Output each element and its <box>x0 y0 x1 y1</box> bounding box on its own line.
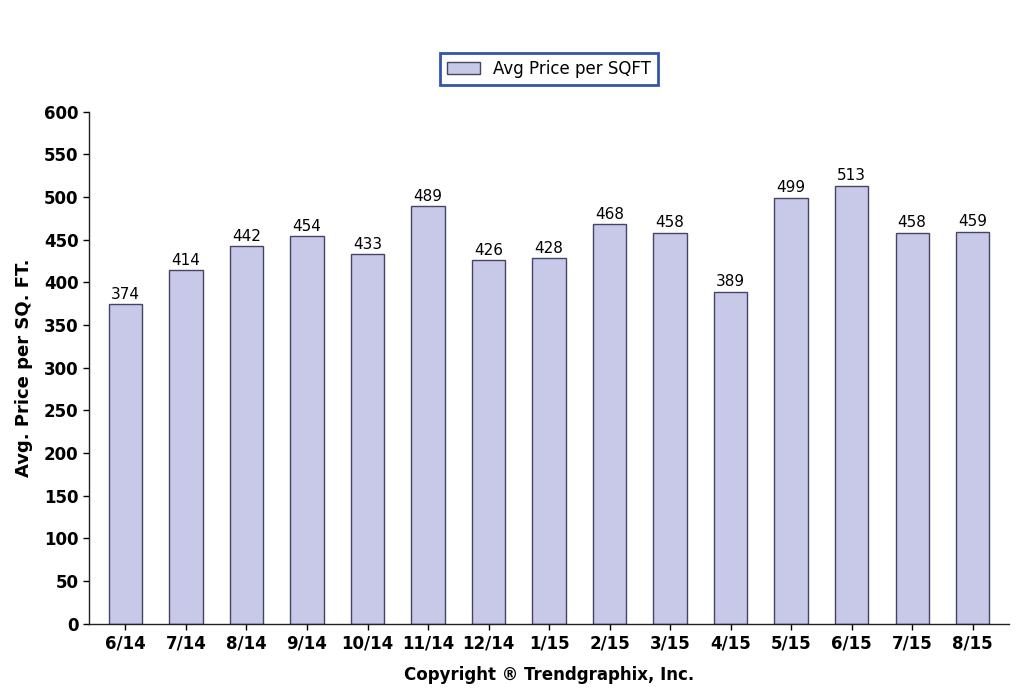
Text: 426: 426 <box>474 243 503 257</box>
Bar <box>412 206 444 624</box>
Y-axis label: Avg. Price per SQ. FT.: Avg. Price per SQ. FT. <box>15 259 33 477</box>
Bar <box>774 198 808 624</box>
Bar <box>653 233 687 624</box>
Bar <box>229 247 263 624</box>
Text: 458: 458 <box>898 215 927 230</box>
X-axis label: Copyright ® Trendgraphix, Inc.: Copyright ® Trendgraphix, Inc. <box>403 666 694 684</box>
Bar <box>169 271 203 624</box>
Bar <box>896 233 929 624</box>
Text: 389: 389 <box>716 274 745 289</box>
Legend: Avg Price per SQFT: Avg Price per SQFT <box>440 53 658 85</box>
Text: 468: 468 <box>595 207 624 222</box>
Bar <box>472 260 505 624</box>
Bar <box>109 305 142 624</box>
Bar <box>714 291 748 624</box>
Text: 414: 414 <box>172 253 201 268</box>
Text: 499: 499 <box>776 180 806 195</box>
Bar <box>956 232 989 624</box>
Text: 428: 428 <box>535 241 563 256</box>
Text: 433: 433 <box>353 236 382 252</box>
Bar <box>593 224 627 624</box>
Text: 374: 374 <box>111 287 140 302</box>
Bar <box>532 259 565 624</box>
Text: 442: 442 <box>232 229 261 244</box>
Text: 513: 513 <box>838 168 866 183</box>
Bar <box>835 186 868 624</box>
Text: 489: 489 <box>414 189 442 204</box>
Bar <box>351 254 384 624</box>
Text: 458: 458 <box>655 215 685 230</box>
Text: 454: 454 <box>293 219 322 233</box>
Bar <box>291 236 324 624</box>
Text: 459: 459 <box>958 215 987 229</box>
